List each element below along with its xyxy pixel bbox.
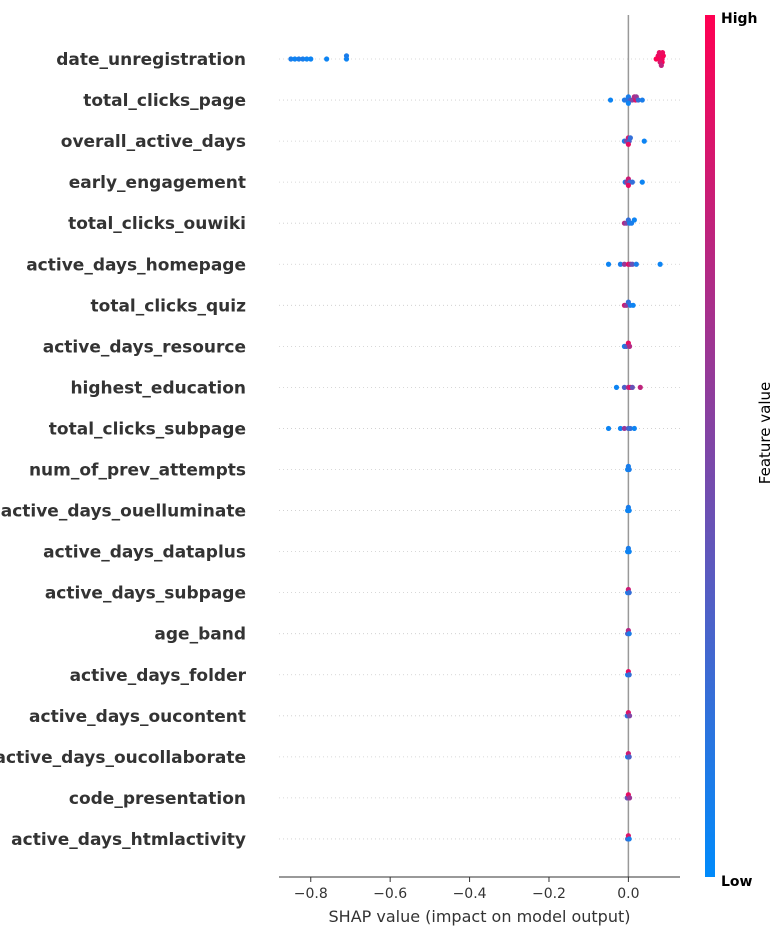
shap-point [657,261,663,267]
x-tick-label: −0.2 [532,886,566,902]
beeswarm-points [288,50,666,842]
shap-point [621,425,628,432]
feature-label: active_days_folder [70,666,247,686]
colorbar-high-label: High [721,11,758,27]
shap-point [605,425,612,432]
feature-label: active_days_oucollaborate [0,748,246,768]
shap-point [625,100,631,106]
shap-point [626,631,632,637]
shap-point [626,590,632,596]
shap-point [308,56,314,62]
shap-point [296,56,302,62]
x-tick-label: −0.6 [373,886,407,902]
row-guides [279,58,680,840]
shap-point [626,713,633,719]
shap-point [626,795,633,801]
x-axis: −0.8 −0.6 −0.4 −0.2 0.0 [279,876,680,902]
shap-point [631,217,637,223]
feature-label: total_clicks_page [83,91,246,111]
feature-label: early_engagement [69,173,246,193]
shap-point [639,97,645,103]
colorbar-title: Feature value [756,382,774,484]
shap-point [659,50,666,56]
shap-point [635,97,641,103]
shap-point [617,261,624,267]
feature-label: overall_active_days [61,132,246,152]
feature-label: active_days_resource [43,337,246,357]
shap-point [292,56,298,62]
shap-point [641,138,647,144]
shap-point [631,425,637,432]
shap-point [617,425,624,432]
shap-point [637,384,643,390]
feature-label: active_days_oucontent [29,707,246,727]
feature-label: date_unregistration [56,50,246,70]
x-tick-label: −0.4 [453,886,487,902]
shap-point [629,384,635,390]
feature-label: total_clicks_subpage [49,419,246,439]
shap-point [288,56,294,62]
shap-point [629,179,635,185]
shap-point [626,836,632,842]
shap-point [300,56,306,62]
feature-label: active_days_homepage [26,255,246,275]
shap-point [629,261,635,267]
feature-label: age_band [154,625,246,645]
shap-point [633,261,639,267]
shap-point [621,261,628,267]
shap-point [626,343,633,349]
feature-label: active_days_ouelluminate [1,502,246,522]
shap-point [304,56,310,62]
feature-label: active_days_htmlactivity [11,830,246,850]
shap-point [626,672,632,678]
x-axis-title: SHAP value (impact on model output) [329,907,631,926]
shap-point [625,141,631,147]
shap-point [630,302,636,308]
feature-label: active_days_subpage [45,584,246,604]
feature-label: highest_education [70,378,246,398]
feature-label: code_presentation [69,789,246,809]
shap-point [625,182,631,188]
feature-label: active_days_dataplus [43,543,246,563]
colorbar-gradient [705,15,715,877]
shap-point [343,53,350,59]
shap-point [658,62,664,68]
shap-point [627,135,633,141]
colorbar: High Low Feature value [705,11,774,890]
shap-point [607,97,614,103]
shap-point [613,384,620,390]
colorbar-low-label: Low [721,874,753,890]
x-tick-label: 0.0 [617,886,639,902]
shap-point [324,56,330,62]
feature-labels: date_unregistration total_clicks_pageover… [0,50,247,850]
x-tick-label: −0.8 [294,886,328,902]
feature-label: total_clicks_quiz [91,296,247,316]
shap-point [626,549,632,555]
shap-point [627,425,633,432]
shap-point [639,179,645,185]
feature-label: num_of_prev_attempts [29,461,246,481]
shap-point [626,754,632,760]
shap-point [626,507,632,514]
shap-point [605,261,612,267]
feature-label: total_clicks_ouwiki [68,214,246,234]
shap-point [621,384,628,390]
shap-point [626,466,632,473]
